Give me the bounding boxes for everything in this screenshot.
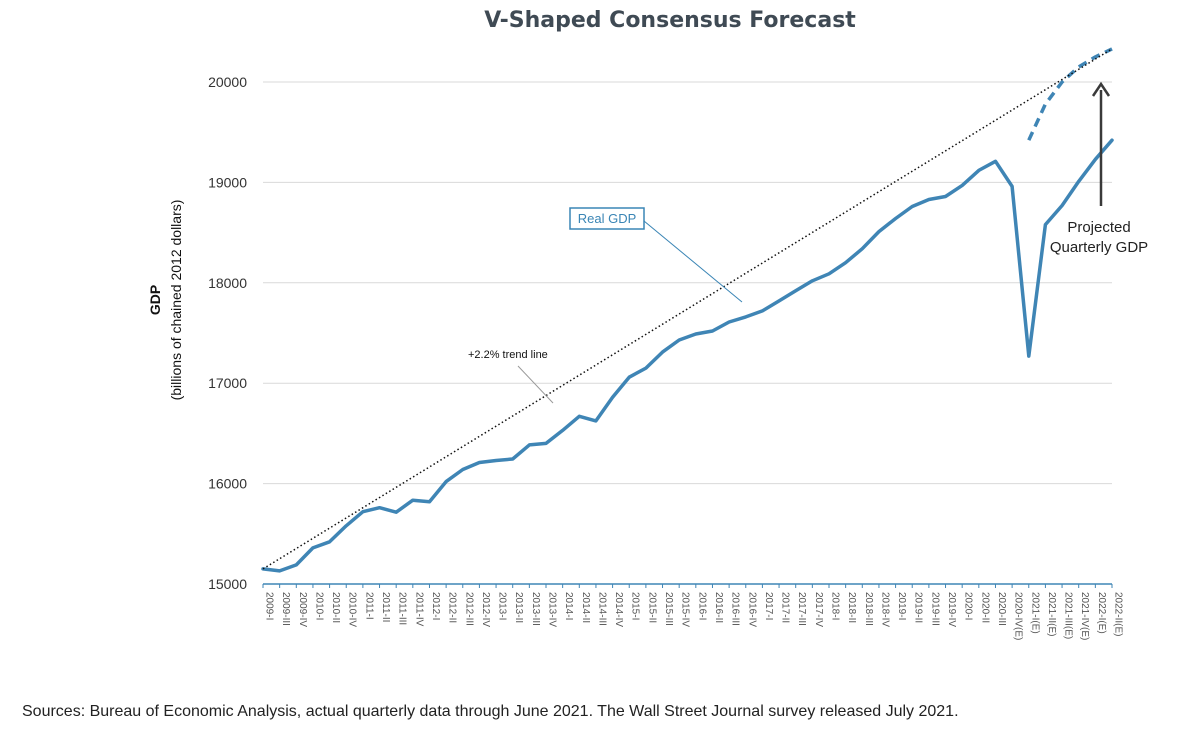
x-tick-label: 2015-II [646,592,657,623]
x-tick-label: 2013-III [530,592,541,626]
x-tick-label: 2020-III [996,592,1007,626]
x-tick-label: 2020-I [963,592,974,620]
x-tick-label: 2019-II [913,592,924,623]
x-tick-label: 2016-III [730,592,741,626]
x-tick-label: 2013-II [513,592,524,623]
chart-title: V-Shaped Consensus Forecast [484,8,856,33]
x-tick-label: 2016-IV [746,592,757,627]
x-tick-label: 2011-IV [413,592,424,627]
projected-label-line2: Quarterly GDP [1050,239,1148,256]
x-tick-labels: 2009-I 2009-III 2009-IV 2010-I 2010-II 2010-I… [264,592,1124,640]
x-tick-label: 2015-I [630,592,641,620]
x-tick-label: 2009-III [280,592,291,626]
x-tick-label: 2014-III [596,592,607,626]
x-tick-label: 2013-IV [547,592,558,627]
x-tick-label: 2013-I [497,592,508,620]
projected-arrow-head [1091,81,1111,97]
x-tick-label: 2018-IV [879,592,890,627]
x-tick-label: 2018-III [863,592,874,626]
x-tick-label: 2021-III(E) [1063,592,1074,639]
trend-label-leader [517,365,554,404]
y-tick-labels: 15000 16000 17000 18000 19000 20000 [208,74,247,592]
y-tick-label: 16000 [208,476,247,492]
x-tick-label: 2015-IV [680,592,691,627]
x-tick-label: 2019-IV [946,592,957,627]
real-gdp-label-box [569,207,645,230]
x-tick-label: 2015-III [663,592,674,626]
gdp-line-chart: V-Shaped Consensus Forecast GDP (billion… [147,8,1148,640]
x-tick-label: 2016-I [696,592,707,620]
x-tick-label: 2020-IV(E) [1013,592,1024,640]
x-tick-label: 2021-I(E) [1029,592,1040,634]
y-tick-label: 20000 [208,74,247,90]
x-tick-label: 2011-I [363,592,374,620]
x-tick-label: 2010-I [313,592,324,620]
y-axis-label-main: GDP [147,285,163,315]
x-tick-label: 2021-II(E) [1046,592,1057,636]
y-tick-label: 15000 [208,576,247,592]
x-tick-label: 2021-IV(E) [1079,592,1090,640]
x-tick-label: 2012-II [447,592,458,623]
series-line-trend [262,48,1113,570]
x-tick-label: 2020-II [979,592,990,623]
source-note: Sources: Bureau of Economic Analysis, ac… [22,703,959,720]
series-lines [261,47,1114,573]
x-tick-label: 2017-IV [813,592,824,627]
x-tick-label: 2011-III [397,592,408,625]
x-tick-label: 2010-II [330,592,341,623]
y-tick-label: 17000 [208,375,247,391]
y-tick-label: 18000 [208,275,247,291]
gridlines [263,81,1112,485]
x-tick-label: 2018-II [846,592,857,623]
projected-label-line1: Projected [1067,219,1130,236]
series-line-projected-gdp [1027,47,1113,141]
x-tick-label: 2010-IV [347,592,358,627]
x-tick-label: 2009-IV [297,592,308,627]
series-line-real-gdp [261,138,1114,573]
x-tick-label: 2014-II [580,592,591,623]
x-tick-label: 2009-I [264,592,275,620]
trend-line-label: +2.2% trend line [468,349,548,361]
x-tick-label: 2018-I [830,592,841,620]
x-tick-label: 2019-III [929,592,940,626]
x-tick-label: 2012-III [463,592,474,626]
x-axis [262,583,1113,588]
x-tick-label: 2012-I [430,592,441,620]
x-tick-label: 2011-II [380,592,391,622]
x-tick-label: 2012-IV [480,592,491,627]
x-tick-label: 2016-II [713,592,724,623]
x-tick-label: 2022-II(E) [1113,592,1124,636]
y-axis-label: GDP (billions of chained 2012 dollars) [147,200,184,401]
x-tick-label: 2014-IV [613,592,624,627]
real-gdp-label: Real GDP [578,211,637,226]
x-tick-label: 2022-I(E) [1096,592,1107,634]
y-axis-label-sub: (billions of chained 2012 dollars) [168,200,184,401]
x-tick-label: 2017-I [763,592,774,620]
x-tick-label: 2017-III [796,592,807,626]
x-tick-label: 2017-II [780,592,791,623]
x-tick-label: 2019-I [896,592,907,620]
x-tick-label: 2014-I [563,592,574,620]
y-tick-label: 19000 [208,174,247,190]
real-gdp-leader [643,220,743,303]
